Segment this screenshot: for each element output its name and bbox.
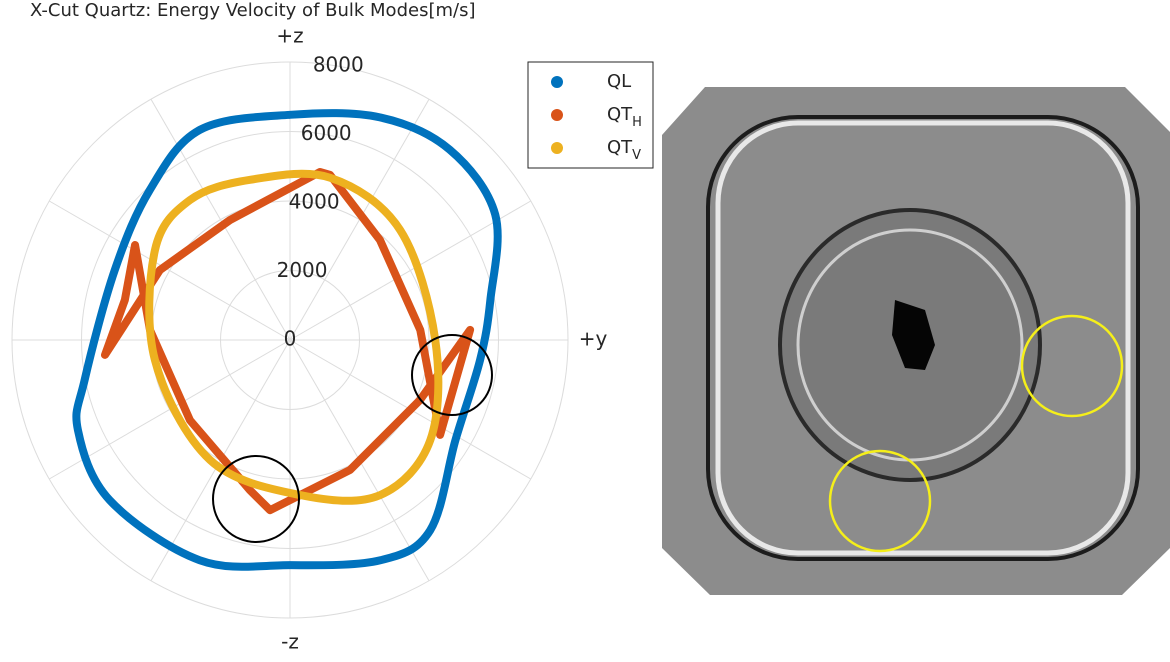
highlight-circle xyxy=(828,449,932,553)
series-curve xyxy=(101,168,475,515)
highlight-circle xyxy=(1020,314,1124,418)
r-tick-label: 4000 xyxy=(289,190,340,214)
legend-marker xyxy=(551,76,563,88)
r-tick-label: 0 xyxy=(284,327,297,351)
series-curve xyxy=(72,109,502,571)
photo-ring xyxy=(706,115,1140,561)
theta-tick-label: -z xyxy=(281,630,299,654)
photo-center xyxy=(892,300,935,370)
photo-ring xyxy=(715,120,1131,556)
annotation-circle xyxy=(411,334,493,416)
theta-tick-label: +z xyxy=(276,23,303,47)
photo xyxy=(662,87,1170,595)
legend-marker xyxy=(551,109,563,121)
annotation-circle xyxy=(212,455,300,543)
polar-plot: +z+y-z-y02000400060008000 xyxy=(11,23,608,654)
theta-tick-label: +y xyxy=(579,327,608,351)
r-tick-label: 6000 xyxy=(301,121,352,145)
r-tick-label: 2000 xyxy=(277,258,328,282)
r-grid-circle xyxy=(81,131,499,549)
series-curve xyxy=(145,169,443,505)
r-tick-label: 8000 xyxy=(313,53,364,77)
r-grid-circle xyxy=(11,61,569,619)
legend-label: QL xyxy=(607,71,631,92)
chart-title: X-Cut Quartz: Energy Velocity of Bulk Mo… xyxy=(30,0,475,21)
legend-marker xyxy=(551,142,563,154)
legend-box xyxy=(527,61,654,169)
r-grid-circle xyxy=(220,270,360,410)
